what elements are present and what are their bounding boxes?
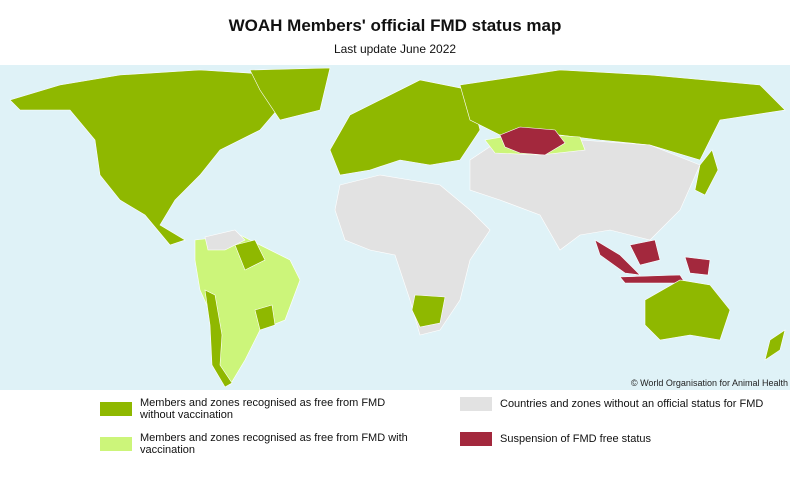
legend-item: Members and zones recognised as free fro… xyxy=(100,432,420,456)
subtitle: Last update June 2022 xyxy=(333,42,457,56)
copyright: © World Organisation for Animal Health xyxy=(630,378,788,388)
legend-item: Suspension of FMD free status xyxy=(460,432,780,446)
legend-item: Countries and zones without an official … xyxy=(460,397,780,411)
legend-swatch xyxy=(100,437,132,451)
legend-swatch xyxy=(460,432,492,446)
legend-swatch xyxy=(100,402,132,416)
legend-label: Countries and zones without an official … xyxy=(500,398,764,410)
world-map xyxy=(0,65,790,390)
legend-label: Suspension of FMD free status xyxy=(500,433,652,445)
legend-swatch xyxy=(460,397,492,411)
legend-item: Members and zones recognised as free fro… xyxy=(100,397,420,421)
legend-label: Members and zones recognised as free fro… xyxy=(140,432,408,456)
title: WOAH Members' official FMD status map xyxy=(228,16,562,35)
legend-label: Members and zones recognised as free fro… xyxy=(140,397,386,421)
